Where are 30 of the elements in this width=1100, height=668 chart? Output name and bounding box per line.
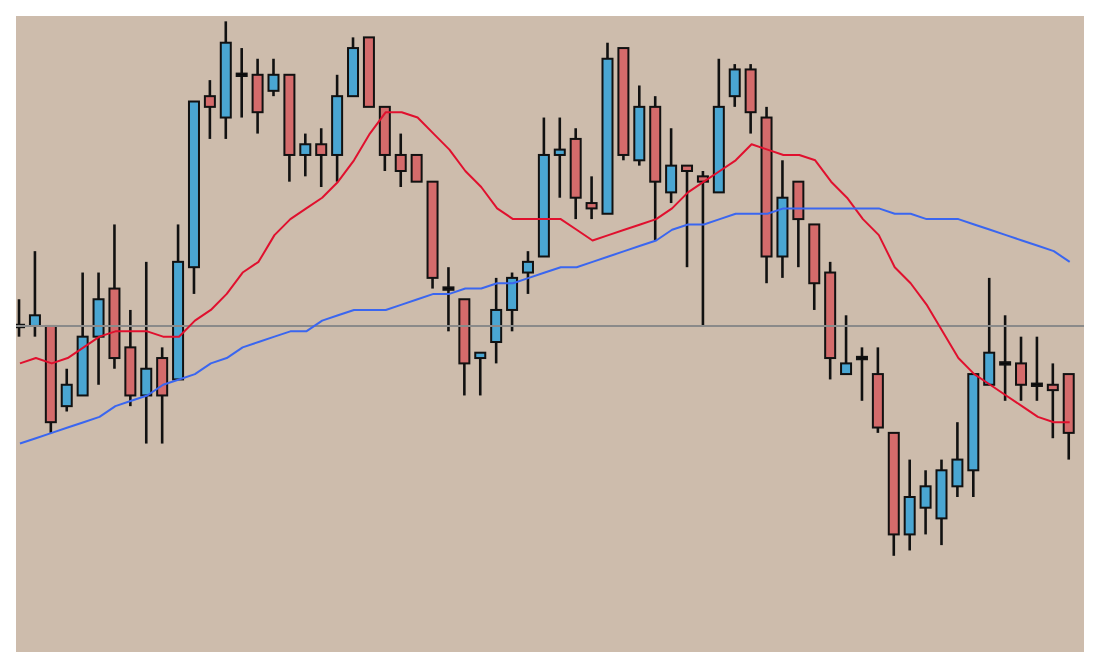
candlestick <box>840 313 853 376</box>
candlestick <box>999 313 1012 403</box>
candlestick <box>983 276 996 387</box>
candlestick <box>506 271 519 333</box>
candlestick <box>792 180 805 269</box>
candlestick <box>696 169 709 328</box>
candlestick <box>60 367 73 413</box>
candlestick <box>410 153 423 183</box>
candlestick <box>140 260 153 445</box>
candlestick <box>394 132 407 189</box>
candlestick <box>728 62 741 109</box>
candlestick <box>203 78 216 141</box>
candlestick <box>1046 362 1059 440</box>
candlestick <box>315 126 328 189</box>
candlestick <box>744 62 757 135</box>
candlestick <box>903 458 916 552</box>
candlestick <box>156 346 169 445</box>
candlestick <box>681 164 694 269</box>
candlestick <box>1030 335 1043 403</box>
candlestick <box>665 126 678 205</box>
candlestick <box>951 420 964 499</box>
candlestick <box>474 351 487 397</box>
candlestick <box>855 346 868 403</box>
candlestick <box>521 249 534 296</box>
candlestick <box>490 276 503 365</box>
candlestick <box>442 265 455 333</box>
candlestick <box>235 46 248 119</box>
candlestick <box>553 116 566 200</box>
candlestick <box>1015 335 1028 403</box>
candlestick <box>299 132 312 178</box>
